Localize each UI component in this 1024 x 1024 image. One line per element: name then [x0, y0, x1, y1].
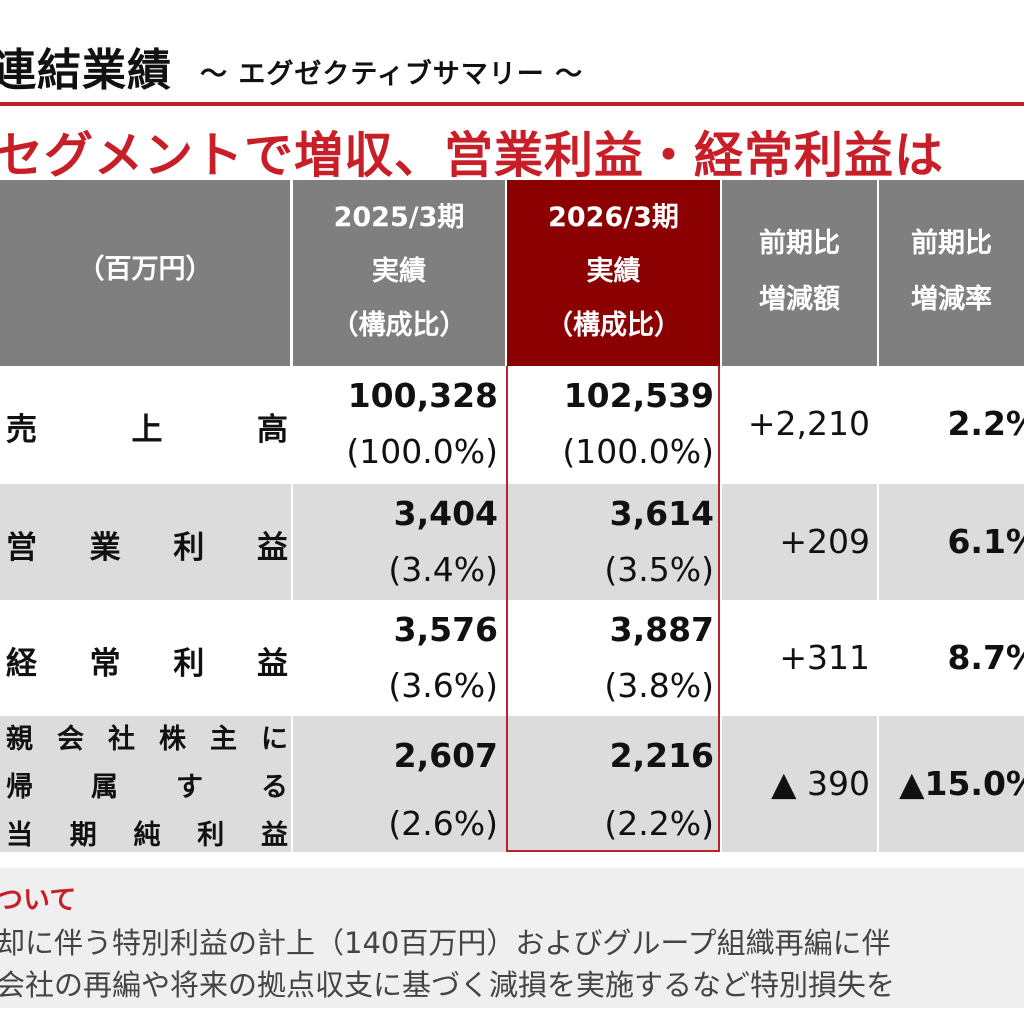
- op-prev-pct: (3.4%): [388, 550, 498, 589]
- header-curr-year: 2026/3期 実績 （構成比）: [507, 180, 720, 366]
- net-curr: 2,216: [609, 736, 714, 775]
- rate-label-1: 前期比: [911, 228, 992, 259]
- net-prev: 2,607: [393, 736, 498, 775]
- label-line: 当 期 純 利 益: [6, 812, 288, 860]
- label-char: 社: [108, 724, 135, 755]
- curr-year-label: 2026/3期: [548, 202, 679, 233]
- ord-curr-pct: (3.8%): [604, 666, 714, 705]
- table-row-operating-income: 営 業 利 益 3,404 (3.4%) 3,614 (3.5%) +209 6…: [0, 484, 1024, 600]
- table-row-sales: 売 上 高 100,328 (100.0%) 102,539 (100.0%) …: [0, 366, 1024, 484]
- label-char: 経: [6, 646, 37, 682]
- sales-prev: 100,328: [347, 376, 498, 415]
- sales-curr: 102,539: [563, 376, 714, 415]
- ord-diff: +311: [779, 638, 870, 677]
- note-title: ついて: [0, 885, 77, 916]
- label-char: 期: [69, 820, 97, 851]
- row-label-net-income: 親 会 社 株 主 に 帰 属 す る 当 期 純 利 益: [6, 716, 288, 860]
- note-line-1: 却に伴う特別利益の計上（140百万円）およびグループ組織再編に伴: [0, 926, 891, 960]
- label-char: 主: [210, 724, 237, 755]
- label-char: 業: [89, 530, 121, 566]
- label-char: 帰: [6, 772, 33, 803]
- row-label-ordinary-income: 経 常 利 益: [6, 638, 288, 683]
- page-subtitle: ～ エグゼクティブサマリー ～: [200, 59, 584, 90]
- label-char: 益: [256, 646, 288, 682]
- curr-year-actual: 実績: [586, 256, 641, 287]
- column-divider: [291, 366, 293, 852]
- label-char: 当: [6, 820, 33, 851]
- ord-prev: 3,576: [393, 610, 498, 649]
- label-line: 親 会 社 株 主 に: [6, 716, 288, 764]
- sales-diff: +2,210: [747, 404, 870, 443]
- note-line-2: 会社の再編や将来の拠点収支に基づく減損を実施するなど特別損失を: [0, 968, 896, 1002]
- header-diff: 前期比 増減額: [722, 180, 877, 366]
- op-curr-pct: (3.5%): [604, 550, 714, 589]
- sales-curr-pct: (100.0%): [562, 432, 714, 471]
- prev-year-actual: 実績: [372, 256, 426, 287]
- net-curr-pct: (2.2%): [604, 804, 714, 843]
- label-char: る: [261, 772, 288, 803]
- label-char: 益: [261, 820, 288, 851]
- label-char: 親: [6, 724, 33, 755]
- header-rate: 前期比 増減率: [879, 180, 1024, 366]
- label-char: 上: [131, 412, 163, 448]
- row-label-sales: 売 上 高: [6, 404, 288, 449]
- sales-rate: 2.2%: [947, 404, 1024, 443]
- label-char: 利: [173, 530, 205, 566]
- prev-year-ratio: （構成比）: [331, 310, 467, 341]
- row-label-operating-income: 営 業 利 益: [6, 522, 288, 567]
- label-char: 益: [256, 530, 288, 566]
- label-char: 利: [173, 646, 205, 682]
- diff-label-1: 前期比: [759, 228, 840, 259]
- column-divider: [877, 366, 879, 852]
- title-bar: 連結業績 ～ エグゼクティブサマリー ～: [0, 28, 1024, 108]
- label-char: に: [261, 724, 288, 755]
- net-rate: ▲15.0%: [899, 764, 1024, 803]
- label-char: 常: [89, 646, 121, 682]
- label-char: 売: [6, 412, 37, 448]
- column-divider: [720, 366, 722, 852]
- label-char: 高: [257, 412, 288, 448]
- label-char: す: [176, 772, 203, 803]
- label-char: 利: [197, 820, 225, 851]
- net-diff: ▲ 390: [771, 764, 870, 803]
- op-rate: 6.1%: [947, 522, 1024, 561]
- prev-year-label: 2025/3期: [333, 202, 465, 233]
- header-unit-cell: （百万円）: [0, 180, 290, 366]
- label-line: 帰 属 す る: [6, 764, 288, 812]
- headline: セグメントで増収、営業利益・経常利益は: [0, 127, 945, 184]
- table-row-net-income: 親 会 社 株 主 に 帰 属 す る 当 期 純 利 益 2,607 (2.6…: [0, 716, 1024, 852]
- diff-label-2: 増減額: [759, 284, 840, 315]
- note-panel: [0, 868, 1024, 1008]
- unit-label: （百万円）: [77, 254, 213, 285]
- current-year-highlight: [506, 366, 720, 852]
- op-prev: 3,404: [393, 494, 498, 533]
- page-title: 連結業績: [0, 45, 172, 96]
- op-curr: 3,614: [609, 494, 714, 533]
- title-divider: [0, 102, 1024, 106]
- label-char: 営: [6, 530, 37, 566]
- ord-rate: 8.7%: [947, 638, 1024, 677]
- rate-label-2: 増減率: [911, 284, 992, 315]
- label-char: 株: [159, 724, 186, 755]
- label-char: 属: [91, 772, 118, 803]
- sales-prev-pct: (100.0%): [346, 432, 498, 471]
- ord-curr: 3,887: [609, 610, 714, 649]
- label-char: 会: [57, 724, 84, 755]
- table-row-ordinary-income: 経 常 利 益 3,576 (3.6%) 3,887 (3.8%) +311 8…: [0, 600, 1024, 716]
- op-diff: +209: [779, 522, 870, 561]
- ord-prev-pct: (3.6%): [388, 666, 498, 705]
- label-char: 純: [133, 820, 161, 851]
- header-prev-year: 2025/3期 実績 （構成比）: [293, 180, 505, 366]
- curr-year-ratio: （構成比）: [546, 310, 681, 341]
- net-prev-pct: (2.6%): [388, 804, 498, 843]
